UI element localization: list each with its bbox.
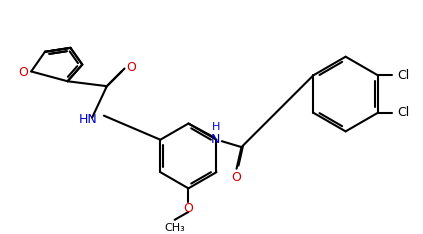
Text: H: H xyxy=(212,122,220,132)
Text: O: O xyxy=(184,201,193,215)
Text: O: O xyxy=(19,66,28,79)
Text: O: O xyxy=(232,171,242,184)
Text: CH₃: CH₃ xyxy=(164,223,185,233)
Text: Cl: Cl xyxy=(397,106,409,119)
Text: N: N xyxy=(211,133,221,146)
Text: O: O xyxy=(126,61,136,74)
Text: Cl: Cl xyxy=(397,69,409,82)
Text: HN: HN xyxy=(79,113,98,126)
